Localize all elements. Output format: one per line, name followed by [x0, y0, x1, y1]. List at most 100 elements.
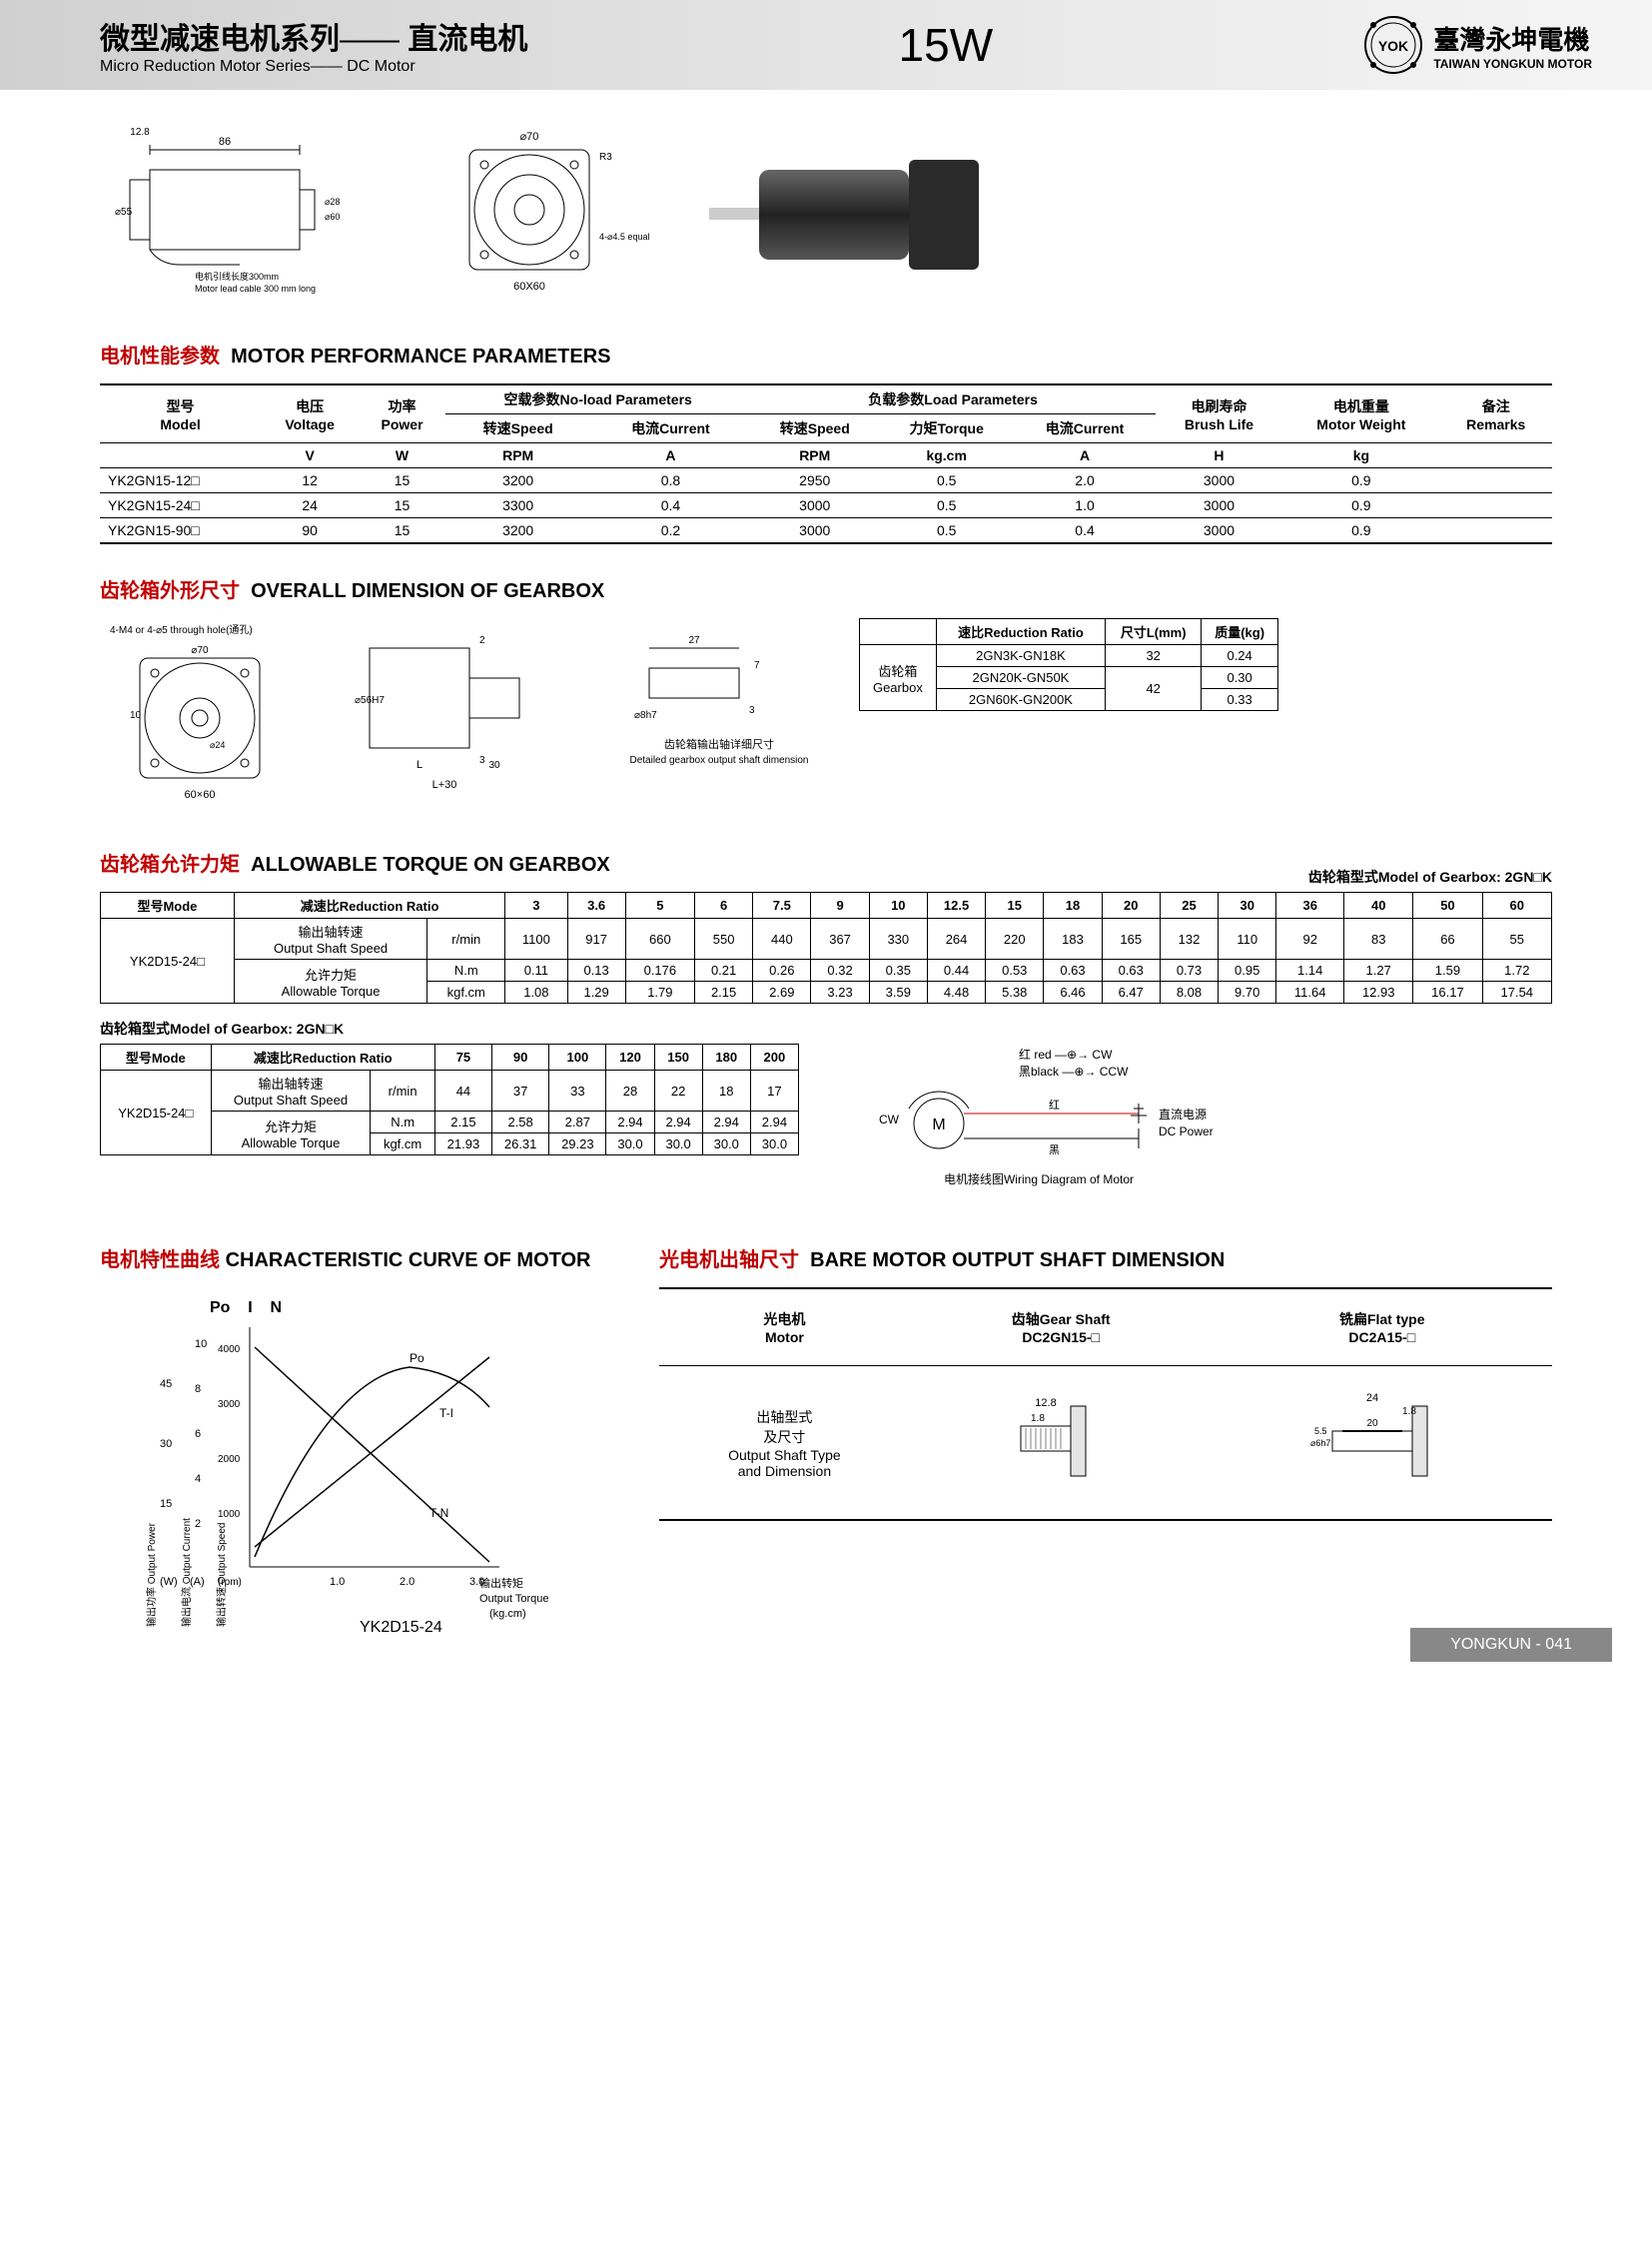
svg-text:Motor lead cable 300 mm long: Motor lead cable 300 mm long [195, 284, 316, 294]
svg-text:30: 30 [160, 1438, 172, 1450]
gearbox-side-diagram: ⌀56H7 2 3 L 30 L+30 [340, 618, 579, 798]
torque-note: 齿轮箱型式Model of Gearbox: 2GN□K [1308, 867, 1552, 887]
torque-note-2: 齿轮箱型式Model of Gearbox: 2GN□K [100, 1019, 1552, 1039]
svg-text:电机接线图Wiring Diagram of Motor: 电机接线图Wiring Diagram of Motor [944, 1171, 1134, 1186]
gearbox-shaft-detail: 27 7 ⌀8h7 3 齿轮箱输出轴详细尺寸 Detailed gearbox … [619, 618, 819, 778]
shaft-table: 光电机Motor 齿轴Gear ShaftDC2GN15-□ 铣扁Flat ty… [659, 1287, 1552, 1521]
svg-text:(W): (W) [160, 1576, 178, 1588]
svg-text:10: 10 [195, 1338, 207, 1350]
svg-text:⌀70: ⌀70 [520, 131, 539, 143]
title-cn: 微型减速电机系列 [100, 23, 340, 56]
svg-text:3000: 3000 [218, 1399, 241, 1410]
svg-text:10: 10 [130, 710, 142, 721]
page-footer: YONGKUN - 041 [1410, 1628, 1612, 1662]
svg-text:⌀60: ⌀60 [325, 212, 340, 222]
svg-text:黑black —⊕→ CCW: 黑black —⊕→ CCW [1019, 1065, 1129, 1079]
svg-text:L+30: L+30 [432, 779, 457, 791]
perf-title: 电机性能参数 MOTOR PERFORMANCE PARAMETERS [100, 340, 1552, 369]
flat-shaft-diagram: 24 1.8 20 ⌀6h7 5.5 [1302, 1386, 1462, 1496]
svg-text:L: L [416, 759, 422, 771]
svg-text:输出功率 Output Power: 输出功率 Output Power [145, 1522, 158, 1627]
shaft-title: 光电机出轴尺寸 BARE MOTOR OUTPUT SHAFT DIMENSIO… [659, 1243, 1552, 1272]
wiring-diagram: 红 red —⊕→ CW 黑black —⊕→ CCW M CW 红 黑 直流电… [839, 1044, 1288, 1193]
svg-text:45: 45 [160, 1378, 172, 1390]
top-diagrams: 86 12.8 ⌀55 ⌀28 ⌀60 电机引线长度300mm Motor le… [100, 120, 1552, 300]
svg-text:DC Power: DC Power [1159, 1124, 1214, 1138]
svg-text:27: 27 [688, 635, 700, 646]
brand-cn: 臺灣永坤電機 [1433, 20, 1592, 57]
gearbox-table: 速比Reduction Ratio尺寸L(mm)质量(kg) 齿轮箱Gearbo… [859, 618, 1278, 711]
title-sub-cn: 直流电机 [408, 23, 527, 56]
svg-text:红 red —⊕→ CW: 红 red —⊕→ CW [1019, 1047, 1113, 1062]
motor-photo [699, 130, 1019, 290]
svg-text:YK2D15-24: YK2D15-24 [360, 1619, 442, 1636]
svg-text:CW: CW [879, 1113, 900, 1126]
gear-shaft-diagram: 12.8 1.8 [991, 1386, 1131, 1496]
svg-text:5.5: 5.5 [1314, 1426, 1327, 1436]
svg-text:4-M4 or 4-⌀5 through hole(通孔): 4-M4 or 4-⌀5 through hole(通孔) [110, 624, 253, 636]
svg-text:12.8: 12.8 [130, 127, 150, 138]
svg-text:(kg.cm): (kg.cm) [489, 1608, 526, 1620]
svg-text:7: 7 [754, 660, 760, 671]
brand-en: TAIWAN YONGKUN MOTOR [1433, 57, 1592, 71]
svg-text:4: 4 [195, 1473, 201, 1485]
characteristic-curve: Po I N Po T-I T-N 15 30 45 [100, 1287, 559, 1647]
curve-title: 电机特性曲线 CHARACTERISTIC CURVE OF MOTOR [100, 1243, 599, 1272]
svg-text:M: M [932, 1117, 945, 1133]
svg-text:⌀28: ⌀28 [325, 197, 340, 207]
svg-text:60×60: 60×60 [185, 789, 216, 801]
torque-title: 齿轮箱允许力矩 ALLOWABLE TORQUE ON GEARBOX [100, 848, 610, 877]
title-block: 微型减速电机系列—— 直流电机 Micro Reduction Motor Se… [100, 14, 527, 76]
svg-text:⌀8h7: ⌀8h7 [634, 710, 657, 721]
svg-text:Po: Po [410, 1351, 424, 1365]
svg-text:1.0: 1.0 [330, 1576, 345, 1588]
svg-text:1000: 1000 [218, 1509, 241, 1520]
svg-text:2: 2 [479, 635, 485, 646]
table-row: YK2GN15-90□901532000.230000.50.430000.9 [100, 518, 1552, 544]
perf-table: 型号Model 电压Voltage 功率Power 空载参数No-load Pa… [100, 383, 1552, 544]
motor-side-diagram: 86 12.8 ⌀55 ⌀28 ⌀60 电机引线长度300mm Motor le… [100, 120, 380, 300]
svg-text:Detailed gearbox output shaft: Detailed gearbox output shaft dimension [629, 755, 808, 766]
svg-text:⌀55: ⌀55 [115, 207, 133, 218]
motor-flange-diagram: ⌀70 R3 4-⌀4.5 equally positioned(均分) 60X… [429, 120, 649, 300]
svg-text:电机引线长度300mm: 电机引线长度300mm [195, 271, 279, 282]
svg-text:4-⌀4.5 equally positioned(均分): 4-⌀4.5 equally positioned(均分) [599, 231, 649, 242]
svg-text:YOK: YOK [1378, 38, 1408, 54]
svg-text:8: 8 [195, 1383, 201, 1395]
svg-text:⌀56H7: ⌀56H7 [355, 695, 385, 706]
svg-text:3: 3 [479, 755, 485, 766]
svg-text:15: 15 [160, 1498, 172, 1510]
svg-text:86: 86 [219, 136, 231, 148]
svg-text:⌀6h7: ⌀6h7 [1310, 1438, 1330, 1448]
svg-text:T-N: T-N [429, 1506, 448, 1520]
table-row: YK2GN15-12□121532000.829500.52.030000.9 [100, 468, 1552, 493]
svg-text:⌀70: ⌀70 [191, 645, 209, 656]
svg-text:R3: R3 [599, 152, 612, 163]
torque-table-1: 型号Mode减速比Reduction Ratio33.6567.591012.5… [100, 892, 1552, 1004]
title-sep: —— [340, 23, 400, 56]
svg-text:⌀24: ⌀24 [210, 740, 225, 750]
svg-text:输出电流 Output Current: 输出电流 Output Current [180, 1518, 193, 1627]
gearbox-front-diagram: 4-M4 or 4-⌀5 through hole(通孔) ⌀70 10 ⌀24… [100, 618, 300, 818]
wattage: 15W [899, 18, 994, 72]
svg-text:1.8: 1.8 [1031, 1413, 1045, 1424]
title-en: Micro Reduction Motor Series—— DC Motor [100, 58, 527, 76]
table-row: YK2GN15-24□241533000.430000.51.030000.9 [100, 493, 1552, 518]
svg-text:3: 3 [749, 705, 755, 716]
brand: YOK 臺灣永坤電機 TAIWAN YONGKUN MOTOR [1363, 15, 1592, 75]
svg-text:4000: 4000 [218, 1344, 241, 1355]
brand-logo-icon: YOK [1363, 15, 1423, 75]
gearbox-dim-title: 齿轮箱外形尺寸 OVERALL DIMENSION OF GEARBOX [100, 574, 1552, 603]
svg-text:30: 30 [488, 760, 500, 771]
torque-table-2: 型号Mode减速比Reduction Ratio7590100120150180… [100, 1044, 799, 1155]
svg-text:输出转矩: 输出转矩 [479, 1576, 523, 1590]
svg-text:直流电源: 直流电源 [1159, 1108, 1207, 1121]
svg-text:2000: 2000 [218, 1454, 241, 1465]
header-band: 微型减速电机系列—— 直流电机 Micro Reduction Motor Se… [0, 0, 1652, 90]
svg-text:60X60: 60X60 [513, 281, 545, 293]
svg-text:T-I: T-I [439, 1406, 453, 1420]
svg-text:Po I N: Po I N [210, 1299, 282, 1316]
svg-text:12.8: 12.8 [1035, 1397, 1056, 1409]
svg-text:2: 2 [195, 1518, 201, 1530]
svg-text:1.8: 1.8 [1402, 1406, 1416, 1417]
